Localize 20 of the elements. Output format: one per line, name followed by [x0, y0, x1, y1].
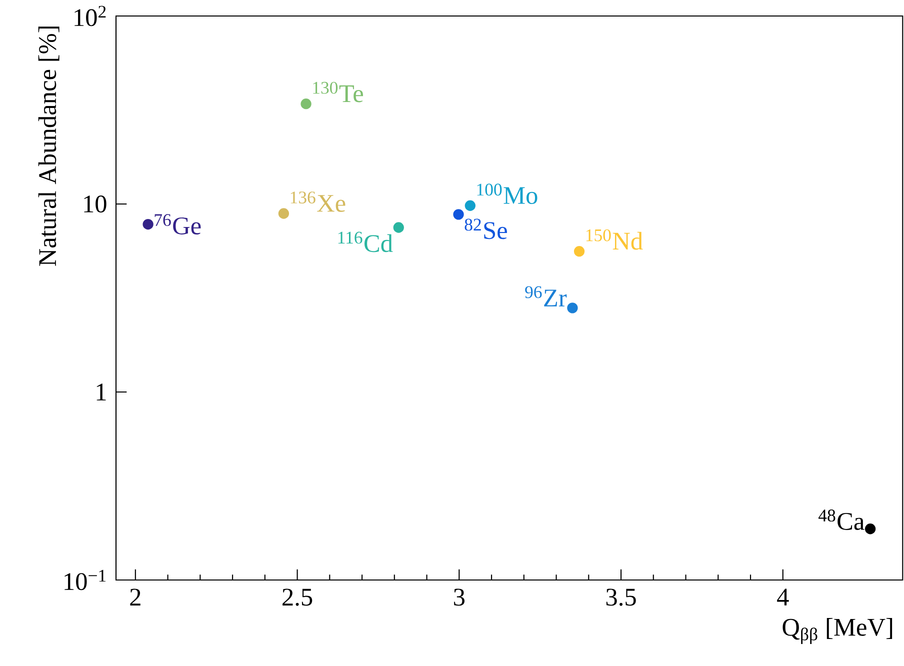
x-tick-label: 2.5	[282, 588, 312, 606]
series-label: $^{136}$Xe	[290, 192, 346, 212]
series-label: $^{116}$Cd	[338, 232, 393, 252]
x-axis-title: Q$_{ββ}$ [MeV]	[782, 618, 892, 644]
series-label: $^{76}$Ge	[154, 214, 201, 234]
y-tick-label: 1	[96, 384, 106, 400]
series-label: $^{82}$Se	[464, 218, 507, 240]
series-label: $^{130}$Te	[313, 82, 363, 102]
series-label: $^{150}$Nd	[586, 229, 643, 250]
x-tick-label: 4	[777, 588, 789, 606]
y-tick-label: 10$^{−1}$	[64, 570, 106, 590]
x-tick-label: 3.5	[606, 588, 636, 606]
series-label: $^{96}$Zr	[525, 286, 567, 306]
series-label: $^{100}$Mo	[477, 184, 538, 204]
x-tick-label: 2	[130, 588, 140, 606]
y-tick-label: 10	[84, 195, 106, 213]
y-axis-title: Natural Abundance [%]	[38, 26, 60, 266]
y-tick-label: 10$^{2}$	[74, 6, 106, 26]
series-label: $^{48}$Ca	[818, 510, 864, 530]
x-tick-label: 3	[454, 588, 464, 606]
